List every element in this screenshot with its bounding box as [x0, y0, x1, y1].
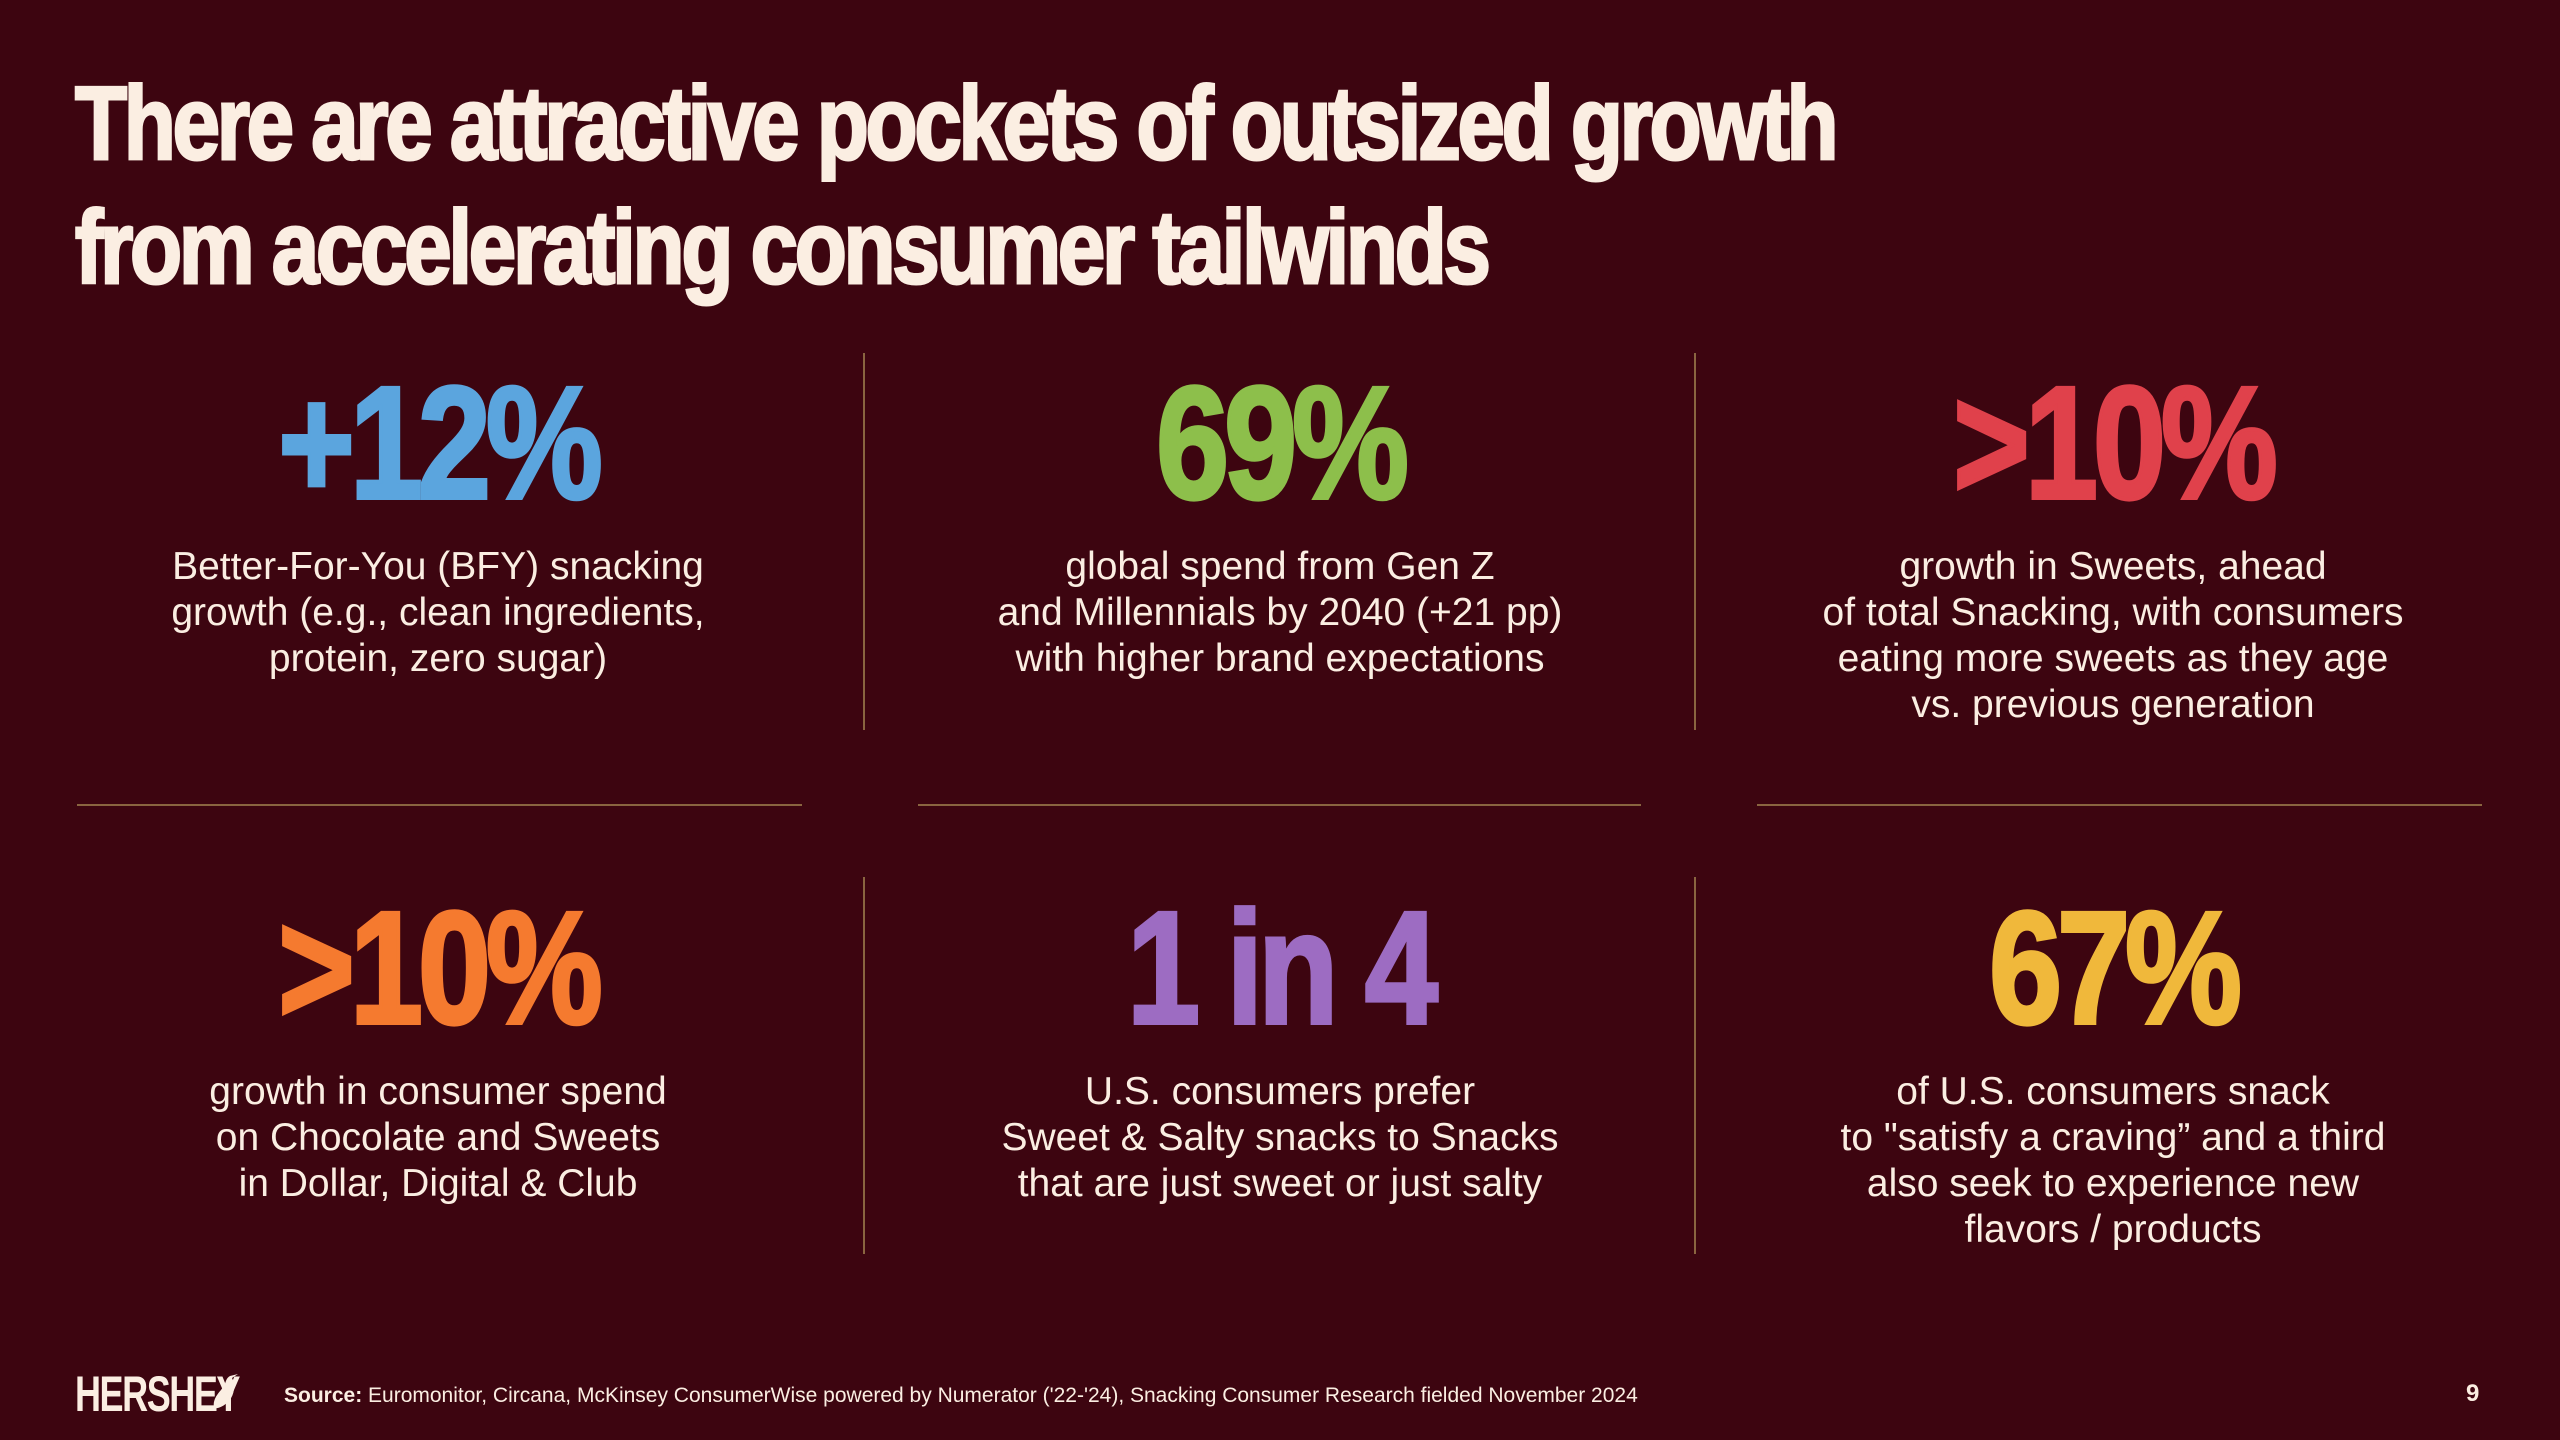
divider-horizontal — [1757, 804, 2482, 806]
stat-value: 67% — [1987, 878, 2243, 1057]
stat-bfy-growth: +12% Better-For-You (BFY) snacking growt… — [58, 353, 818, 682]
title-line-2: from accelerating consumer tailwinds — [74, 189, 1492, 308]
stat-genz-spend: 69% global spend from Gen Z and Millenni… — [900, 353, 1660, 682]
stat-craving: 67% of U.S. consumers snack to "satisfy … — [1733, 878, 2493, 1253]
stat-channel-spend: >10% growth in consumer spend on Chocola… — [58, 878, 818, 1207]
divider-horizontal — [918, 804, 1641, 806]
divider-vertical — [1694, 877, 1696, 1254]
kiss-logo-icon — [213, 1374, 238, 1409]
stat-value: 1 in 4 — [1125, 878, 1439, 1057]
source-text: Euromonitor, Circana, McKinsey ConsumerW… — [362, 1384, 1638, 1407]
stat-description: Better-For-You (BFY) snacking growth (e.… — [171, 545, 705, 680]
stat-value: >10% — [1952, 353, 2280, 532]
stat-description: growth in consumer spend on Chocolate an… — [209, 1070, 667, 1205]
stat-sweets-growth: >10% growth in Sweets, ahead of total Sn… — [1733, 353, 2493, 728]
divider-vertical — [863, 877, 865, 1254]
stat-value: 69% — [1154, 353, 1410, 532]
stat-sweet-salty: 1 in 4 U.S. consumers prefer Sweet & Sal… — [900, 878, 1660, 1207]
hershey-logo: HERSHEY — [75, 1366, 240, 1422]
page-title: There are attractive pockets of outsized… — [74, 62, 2043, 310]
stat-description: growth in Sweets, ahead of total Snackin… — [1822, 545, 2404, 726]
title-line-1: There are attractive pockets of outsized… — [74, 65, 1840, 184]
stat-value: >10% — [277, 878, 605, 1057]
divider-vertical — [863, 353, 865, 730]
stat-value: +12% — [277, 353, 605, 532]
stat-description: global spend from Gen Z and Millennials … — [997, 545, 1563, 680]
page-number: 9 — [2466, 1380, 2480, 1407]
divider-vertical — [1694, 353, 1696, 730]
source-note: Source: Euromonitor, Circana, McKinsey C… — [284, 1384, 1638, 1408]
stat-description: U.S. consumers prefer Sweet & Salty snac… — [1001, 1070, 1559, 1205]
divider-horizontal — [77, 804, 802, 806]
stat-description: of U.S. consumers snack to "satisfy a cr… — [1840, 1070, 2386, 1251]
source-label: Source: — [284, 1384, 363, 1407]
